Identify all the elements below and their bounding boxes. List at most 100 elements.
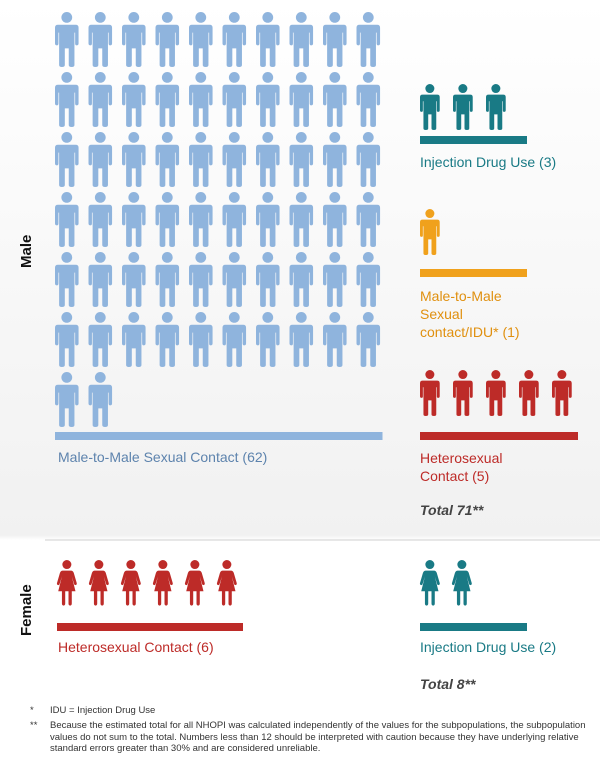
icon-head [228, 72, 240, 83]
icon-body [222, 24, 247, 67]
icon-head [161, 132, 173, 143]
icon-head [94, 72, 106, 83]
icon-body [323, 324, 347, 367]
icon-head [61, 72, 73, 83]
footnote-marker: ** [30, 720, 38, 731]
icon-head [295, 132, 307, 143]
icon-head [362, 312, 374, 323]
person-icon [323, 252, 347, 307]
person-icon [323, 72, 347, 127]
icon-body [323, 204, 347, 247]
icon-head [195, 72, 207, 83]
icon-head [262, 72, 274, 83]
icon-head [161, 312, 173, 323]
icon-body [289, 324, 314, 367]
icon-body [189, 264, 213, 307]
group-label: Heterosexual Contact (6) [58, 639, 214, 655]
person-icon [356, 72, 381, 127]
icon-body [122, 84, 146, 127]
person-icon [453, 370, 473, 416]
icon-head [94, 12, 106, 23]
icon-body [289, 24, 314, 67]
icon-head [61, 312, 73, 323]
icon-body [189, 144, 213, 187]
icon-body [88, 264, 113, 307]
person-icon [155, 192, 180, 247]
icon-head [425, 209, 435, 219]
icon-body [289, 84, 314, 127]
icon-head [425, 560, 435, 570]
icon-body [155, 144, 180, 187]
person-icon [419, 560, 440, 606]
group-bar [57, 623, 243, 631]
person-icon [55, 192, 79, 247]
person-icon [222, 252, 247, 307]
person-icon [88, 312, 113, 367]
person-icon [122, 72, 146, 127]
person-icon [189, 192, 213, 247]
icon-body [122, 144, 146, 187]
icon-body [120, 570, 141, 606]
icon-head [61, 12, 73, 23]
icon-body [289, 204, 314, 247]
icon-body [88, 324, 113, 367]
icon-head [295, 72, 307, 83]
icon-body [256, 204, 280, 247]
icon-body [216, 570, 237, 606]
person-icon [88, 12, 113, 67]
icon-head [195, 132, 207, 143]
group-label: Injection Drug Use (2) [420, 639, 557, 655]
icon-body [222, 144, 247, 187]
icon-body [88, 570, 109, 606]
icon-body [152, 570, 173, 606]
icon-body [122, 264, 146, 307]
person-icon [55, 132, 79, 187]
icon-body [420, 94, 440, 130]
icon-head [262, 192, 274, 203]
group-bar [420, 136, 527, 144]
icon-head [195, 252, 207, 263]
icon-head [195, 192, 207, 203]
icon-body [323, 144, 347, 187]
icon-head [295, 312, 307, 323]
icon-body [88, 144, 113, 187]
person-icon [88, 560, 109, 606]
icon-head [228, 312, 240, 323]
icon-body [451, 570, 472, 606]
icon-body [88, 384, 113, 427]
icon-head [128, 72, 140, 83]
person-icon [88, 372, 113, 427]
person-icon [56, 560, 77, 606]
icon-body [323, 24, 347, 67]
icon-head [362, 252, 374, 263]
icon-head [329, 312, 341, 323]
person-icon [256, 12, 280, 67]
panel-label: Male [18, 234, 35, 268]
icon-head [262, 132, 274, 143]
person-icon [189, 252, 213, 307]
icon-body [222, 264, 247, 307]
person-icon [289, 12, 314, 67]
icon-head [94, 312, 106, 323]
icon-head [94, 132, 106, 143]
icon-body [88, 84, 113, 127]
icon-body [155, 264, 180, 307]
person-icon [420, 84, 440, 130]
person-icon [289, 72, 314, 127]
person-icon [289, 132, 314, 187]
person-icon [152, 560, 173, 606]
icon-head [161, 72, 173, 83]
icon-head [94, 560, 104, 570]
footnote: ** Because the estimated total for all NH… [30, 720, 590, 755]
person-icon [55, 72, 79, 127]
person-icon [122, 132, 146, 187]
icon-head [362, 12, 374, 23]
icon-head [126, 560, 136, 570]
icon-head [195, 12, 207, 23]
icon-head [262, 12, 274, 23]
icon-body [323, 264, 347, 307]
icon-head [362, 72, 374, 83]
person-icon [289, 312, 314, 367]
person-icon [289, 252, 314, 307]
person-icon [55, 372, 79, 427]
